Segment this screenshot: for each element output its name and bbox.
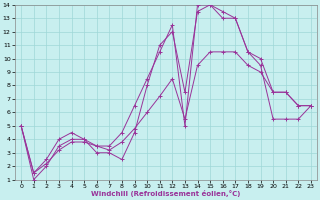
X-axis label: Windchill (Refroidissement éolien,°C): Windchill (Refroidissement éolien,°C) bbox=[91, 190, 241, 197]
